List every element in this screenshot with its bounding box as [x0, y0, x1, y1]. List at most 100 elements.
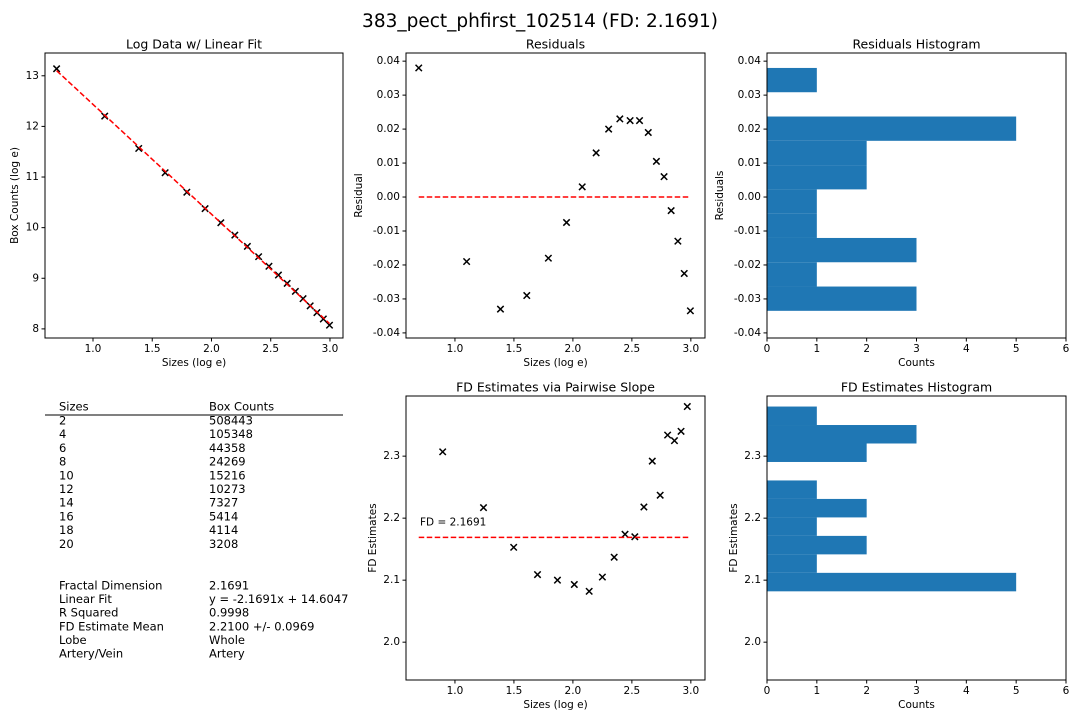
- x-tick-label: 3.0: [682, 685, 699, 697]
- fit-line: [56, 70, 331, 325]
- y-tick-label: 8: [32, 323, 39, 335]
- table-cell: 4114: [209, 523, 238, 537]
- y-tick-label: 2.2: [744, 512, 761, 524]
- marker: [479, 503, 488, 512]
- marker: [663, 431, 672, 439]
- y-axis-label: Residual: [353, 173, 365, 217]
- y-axis-label: Residuals: [714, 171, 726, 221]
- y-tick-label: 2.0: [744, 636, 761, 648]
- marker: [544, 254, 553, 262]
- axes-frame: [44, 52, 344, 339]
- marker: [570, 580, 579, 589]
- marker: [644, 128, 652, 137]
- marker: [610, 553, 618, 561]
- y-axis-label: FD Estimates: [728, 503, 740, 572]
- x-tick-label: 1.5: [506, 343, 523, 355]
- x-tick-label: 6: [1063, 343, 1070, 355]
- x-tick-label: 2.0: [565, 685, 582, 697]
- y-tick-label: 0.00: [738, 191, 761, 203]
- marker: [656, 491, 664, 499]
- marker: [52, 65, 61, 73]
- table-cell: 8: [59, 455, 66, 469]
- marker: [462, 257, 471, 266]
- y-tick-label: 13: [26, 70, 39, 82]
- marker: [652, 157, 661, 166]
- x-tick-label: 2.5: [624, 685, 641, 697]
- bar: [767, 498, 867, 518]
- marker: [670, 436, 679, 445]
- y-tick-label: -0.04: [734, 327, 761, 339]
- figure-title: 383_pect_phfirst_102514 (FD: 2.1691): [362, 11, 718, 32]
- y-tick-label: 2.3: [383, 450, 400, 462]
- x-axis-label: Sizes (log e): [523, 357, 587, 369]
- table-cell: 105348: [209, 427, 253, 441]
- table-cell: 24269: [209, 455, 246, 469]
- x-tick-label: 2.5: [624, 343, 641, 355]
- x-tick-label: 5: [1013, 685, 1020, 697]
- marker: [674, 237, 682, 245]
- annotation: FD = 2.1691: [420, 516, 486, 528]
- table-cell: 6: [59, 441, 66, 455]
- marker: [496, 305, 505, 313]
- y-tick-label: 0.00: [377, 191, 400, 203]
- y-tick-label: 2.3: [744, 450, 761, 462]
- x-axis-label: Sizes (log e): [523, 699, 587, 711]
- table-cell: 14: [59, 496, 74, 510]
- bar: [767, 480, 817, 499]
- axes-title: Residuals Histogram: [852, 37, 980, 52]
- x-tick-label: 3.0: [322, 343, 339, 355]
- y-tick-label: 12: [26, 120, 39, 132]
- axes-frame: [766, 52, 1067, 339]
- marker: [621, 530, 629, 539]
- y-tick-label: 2.1: [744, 574, 761, 586]
- table-header: Box Counts: [209, 400, 274, 414]
- x-tick-label: 0: [764, 343, 771, 355]
- y-tick-label: 0.02: [738, 123, 761, 135]
- y-tick-label: 0.04: [738, 55, 762, 67]
- marker: [134, 144, 143, 153]
- x-tick-label: 3.0: [682, 343, 699, 355]
- bar: [767, 116, 1017, 141]
- summary-cell: FD Estimate Mean: [59, 619, 164, 633]
- bar: [767, 535, 867, 555]
- marker: [604, 125, 613, 133]
- bar: [767, 425, 917, 444]
- summary-cell: Whole: [209, 633, 245, 647]
- x-axis-label: Sizes (log e): [162, 357, 226, 369]
- axes-frame: [405, 52, 706, 339]
- x-tick-label: 5: [1013, 343, 1020, 355]
- table-cell: 508443: [209, 414, 253, 428]
- y-tick-label: -0.03: [734, 293, 761, 305]
- y-axis-label: FD Estimates: [367, 503, 379, 572]
- marker: [438, 448, 447, 456]
- table-cell: 4: [59, 427, 66, 441]
- x-tick-label: 1.0: [85, 343, 102, 355]
- y-tick-label: -0.04: [373, 327, 400, 339]
- summary-cell: R Squared: [59, 606, 118, 620]
- x-tick-label: 2: [863, 685, 870, 697]
- y-tick-label: 2.2: [383, 512, 400, 524]
- x-tick-label: 1.5: [506, 685, 523, 697]
- marker: [509, 543, 518, 552]
- table-cell: 5414: [209, 509, 238, 523]
- bar: [767, 237, 917, 263]
- table-cell: 10273: [209, 482, 246, 496]
- table-cell: 18: [59, 523, 74, 537]
- x-tick-label: 2.5: [262, 343, 279, 355]
- marker: [677, 427, 685, 436]
- y-tick-label: -0.02: [734, 259, 761, 271]
- marker: [640, 503, 648, 511]
- bar: [767, 554, 817, 573]
- y-tick-label: 0.03: [377, 89, 400, 101]
- x-tick-label: 4: [963, 685, 970, 697]
- bar: [767, 262, 817, 287]
- marker: [592, 149, 600, 157]
- table-cell: 10: [59, 468, 74, 482]
- table-cell: 3208: [209, 537, 238, 551]
- y-tick-label: 0.01: [738, 157, 761, 169]
- summary-cell: Artery/Vein: [59, 647, 123, 661]
- marker: [562, 218, 571, 227]
- marker: [585, 587, 593, 596]
- bar: [767, 286, 917, 311]
